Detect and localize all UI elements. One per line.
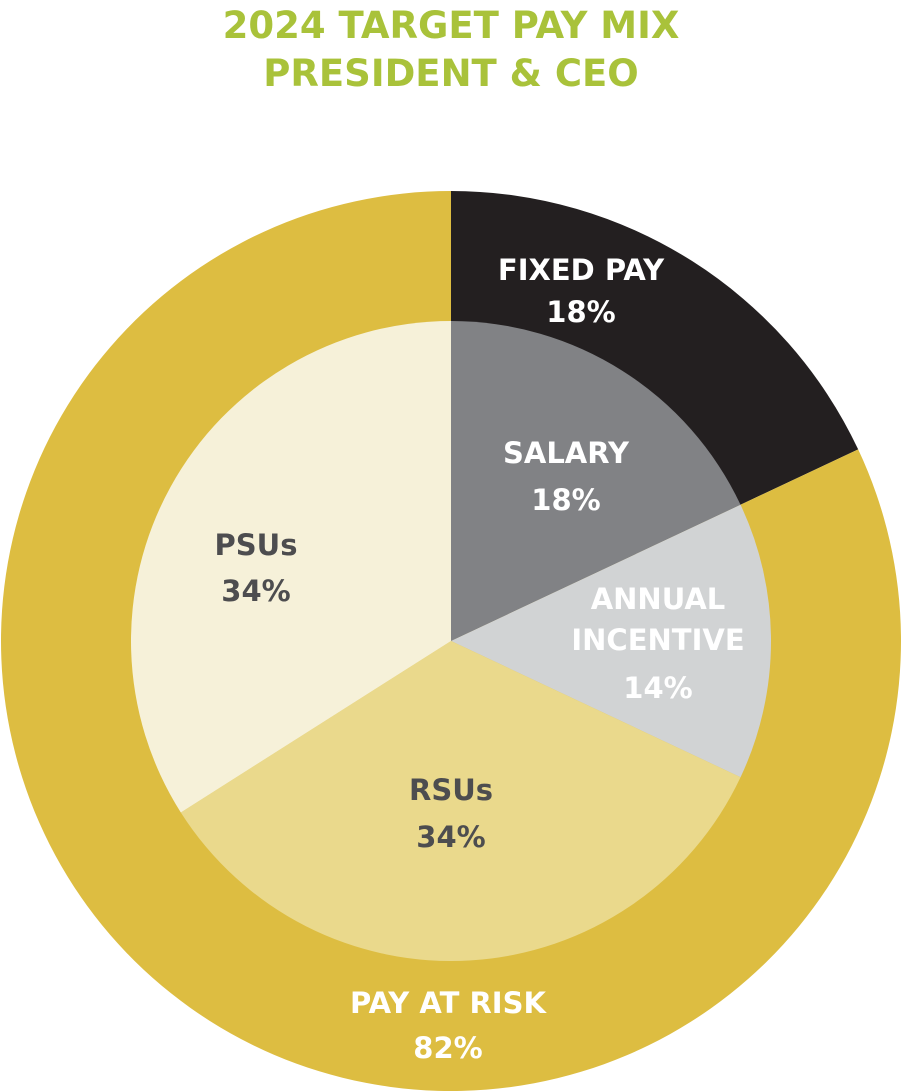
value-salary: 18% xyxy=(531,483,600,517)
chart-title: 2024 TARGET PAY MIX xyxy=(222,4,680,47)
label-psus: PSUs xyxy=(215,528,298,562)
chart-subtitle: PRESIDENT & CEO xyxy=(263,52,639,95)
label-annual-incentive-1: ANNUAL xyxy=(591,582,726,616)
inner-slice-salary xyxy=(451,321,741,641)
label-fixed-pay: FIXED PAY xyxy=(498,253,665,287)
inner-slice-annual-incentive xyxy=(451,504,771,778)
value-psus: 34% xyxy=(221,574,290,608)
label-rsus: RSUs xyxy=(409,773,493,807)
label-annual-incentive-2: INCENTIVE xyxy=(571,623,744,657)
value-fixed-pay: 18% xyxy=(546,295,615,329)
value-annual-incentive: 14% xyxy=(623,671,692,705)
inner-slice-rsus xyxy=(180,641,741,962)
label-pay-at-risk: PAY AT RISK xyxy=(350,986,547,1020)
value-rsus: 34% xyxy=(416,820,485,854)
value-pay-at-risk: 82% xyxy=(413,1031,482,1065)
label-salary: SALARY xyxy=(503,436,630,470)
inner-slice-psus xyxy=(131,321,451,813)
